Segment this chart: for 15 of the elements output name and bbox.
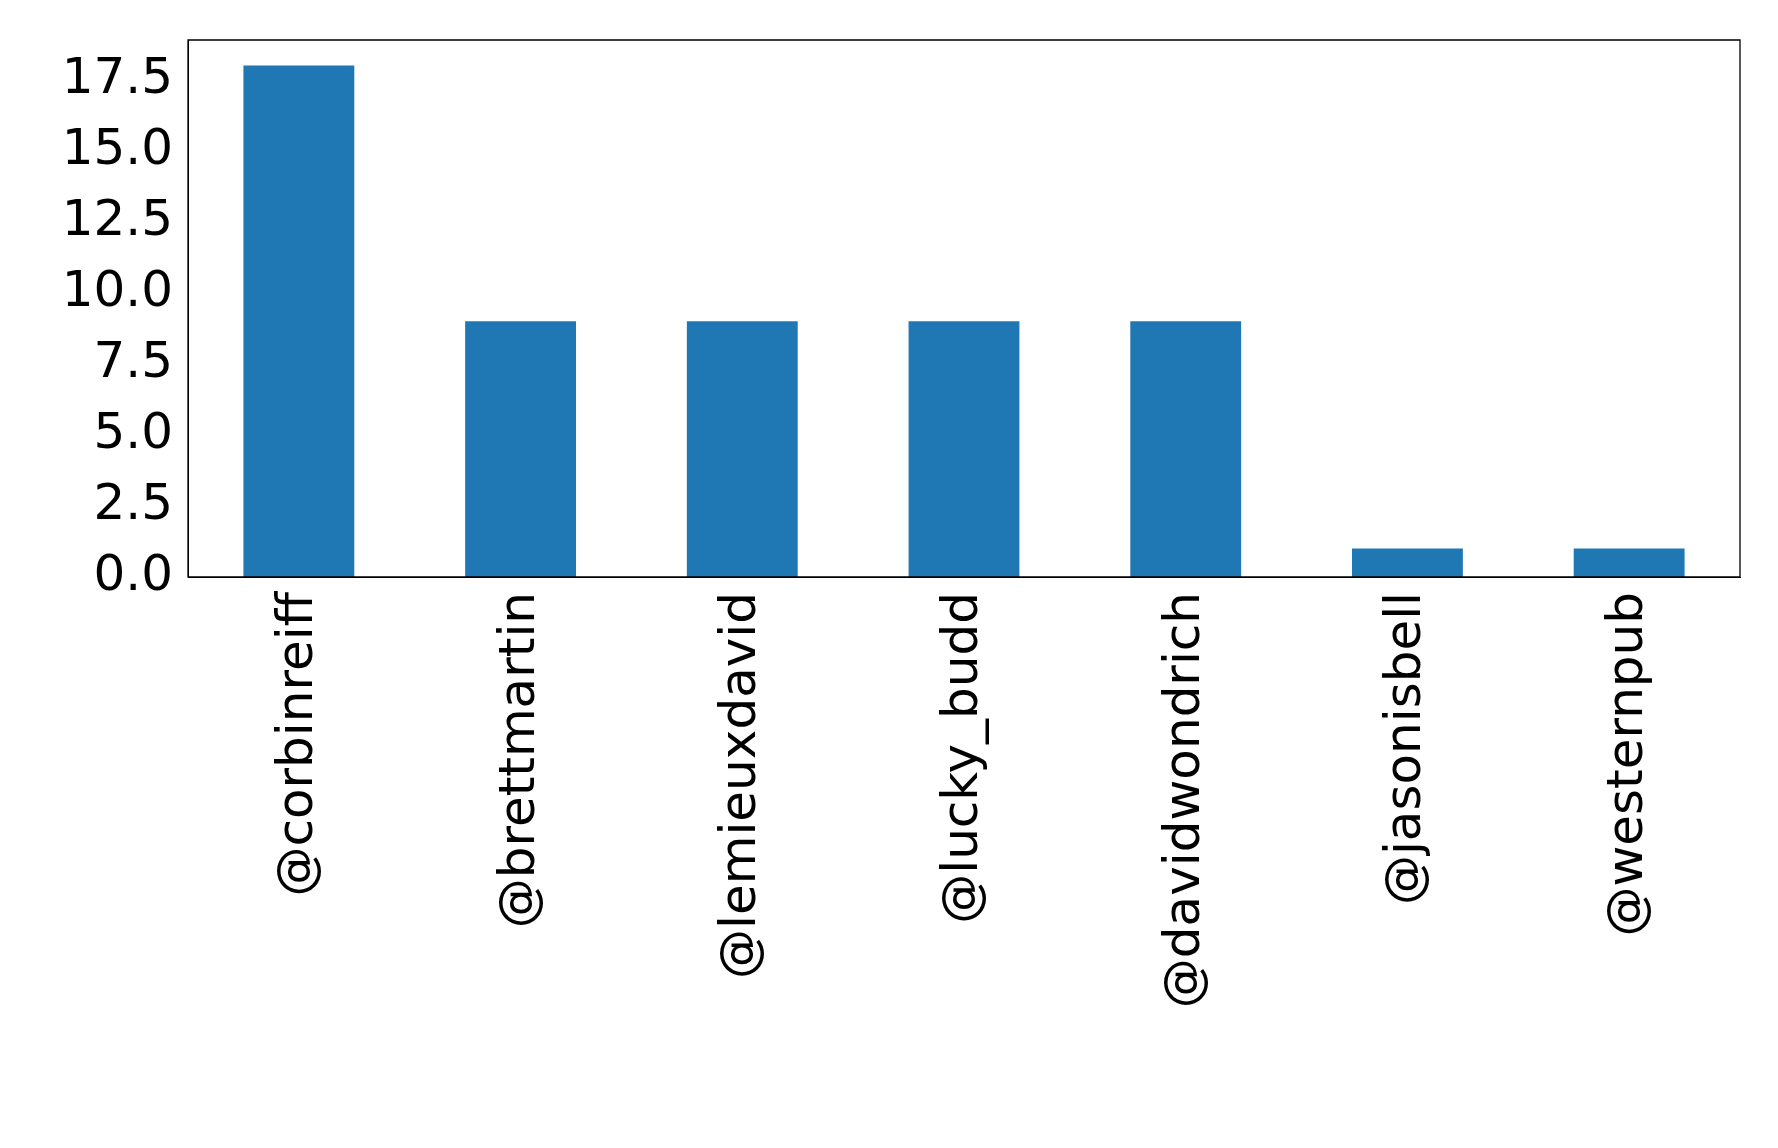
x-tick-label: @brettmartin [487, 592, 546, 929]
x-tick-label: @corbinreiff [265, 590, 324, 897]
y-tick-label: 5.0 [93, 401, 173, 460]
y-tick-label: 2.5 [93, 472, 173, 531]
x-tick-label: @westernpub [1596, 592, 1655, 937]
y-tick-label: 10.0 [61, 259, 173, 318]
x-tick-label: @davidwondrich [1152, 592, 1211, 1009]
x-tick-label: @lemieuxdavid [709, 592, 768, 979]
y-tick-label: 17.5 [61, 46, 173, 105]
x-tick-label: @jasonisbell [1374, 592, 1433, 906]
y-tick-label: 0.0 [93, 543, 173, 602]
y-tick-label: 12.5 [61, 188, 173, 247]
x-tick-label: @lucky_budd [930, 592, 989, 924]
y-tick-label: 7.5 [93, 330, 173, 389]
y-tick-label: 15.0 [61, 117, 173, 176]
